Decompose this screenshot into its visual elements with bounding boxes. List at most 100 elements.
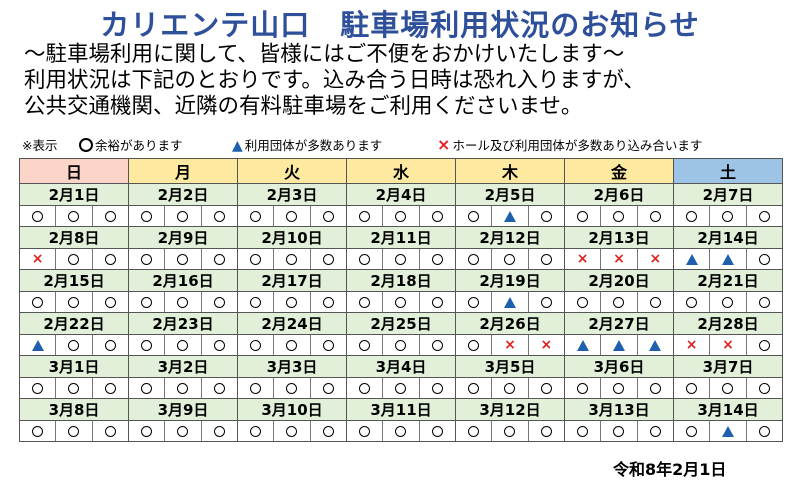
date-cell: 2月1日 [19, 183, 129, 206]
status-cell [455, 205, 565, 227]
circle-icon [431, 296, 443, 308]
date-cell: 3月3日 [237, 355, 347, 378]
available-slot [491, 378, 527, 398]
available-slot [709, 378, 745, 398]
available-slot [91, 292, 128, 312]
circle-icon [431, 253, 443, 265]
triangle-icon [503, 296, 516, 308]
circle-icon [250, 382, 262, 394]
date-cell: 2月14日 [673, 226, 783, 249]
available-slot [273, 421, 309, 441]
status-cell [455, 420, 565, 442]
available-slot [200, 292, 237, 312]
date-cell: 2月23日 [128, 312, 238, 335]
available-slot [418, 421, 455, 441]
circle-icon [649, 425, 661, 437]
weekday-header: 月 [128, 158, 238, 184]
status-cell [128, 205, 238, 227]
status-cell [19, 334, 129, 356]
available-slot [527, 292, 564, 312]
legend-prefix: ※表示 [22, 138, 58, 153]
available-slot [273, 249, 309, 269]
circle-icon [286, 382, 298, 394]
circle-icon [359, 296, 371, 308]
date-row: 2月1日 2月2日 2月3日 2月4日 2月5日 2月6日 2月7日 [19, 183, 783, 206]
triangle-icon [721, 425, 734, 437]
circle-icon [177, 382, 189, 394]
status-cell [128, 420, 238, 442]
date-cell: 3月7日 [673, 355, 783, 378]
status-cell [19, 377, 129, 399]
available-slot [347, 335, 382, 355]
circle-icon [577, 296, 589, 308]
available-slot [456, 421, 491, 441]
circle-icon [613, 296, 625, 308]
available-slot [418, 335, 455, 355]
circle-icon [758, 296, 770, 308]
available-slot [55, 292, 91, 312]
busy-slot [709, 421, 745, 441]
status-cell [673, 377, 783, 399]
date-row: 2月15日 2月16日 2月17日 2月18日 2月19日 2月20日 2月21日 [19, 269, 783, 292]
circle-icon [504, 382, 516, 394]
crowded-slot: × [636, 249, 673, 269]
legend-busy: ▲ 利用団体が多数あります [232, 135, 382, 154]
status-row: × × × × [19, 334, 783, 356]
circle-icon [722, 296, 734, 308]
available-slot [309, 335, 346, 355]
page-title: カリエンテ山口 駐車場利用状況のお知らせ [100, 8, 700, 42]
available-slot [636, 292, 673, 312]
circle-icon [431, 210, 443, 222]
circle-icon [141, 296, 153, 308]
date-cell: 2月18日 [346, 269, 456, 292]
circle-icon [468, 425, 480, 437]
available-slot [674, 378, 709, 398]
available-slot [636, 421, 673, 441]
circle-icon [613, 210, 625, 222]
status-cell: × [19, 248, 129, 270]
available-slot [164, 206, 200, 226]
date-cell: 2月5日 [455, 183, 565, 206]
status-cell [673, 205, 783, 227]
date-cell: 2月28日 [673, 312, 783, 335]
circle-icon [68, 296, 80, 308]
date-cell: 3月10日 [237, 398, 347, 421]
circle-icon [250, 210, 262, 222]
status-cell [564, 334, 674, 356]
circle-icon [577, 382, 589, 394]
available-slot [382, 335, 418, 355]
status-cell [128, 291, 238, 313]
available-slot [456, 249, 491, 269]
weekday-header: 金 [564, 158, 674, 184]
circle-icon [322, 382, 334, 394]
available-slot [600, 292, 636, 312]
available-slot [600, 421, 636, 441]
busy-slot [709, 249, 745, 269]
circle-icon [250, 253, 262, 265]
date-cell: 2月22日 [19, 312, 129, 335]
date-cell: 2月27日 [564, 312, 674, 335]
circle-icon [68, 253, 80, 265]
circle-icon [177, 210, 189, 222]
circle-icon [141, 425, 153, 437]
available-slot [164, 378, 200, 398]
circle-icon [395, 382, 407, 394]
crowded-slot: × [20, 249, 55, 269]
available-slot [238, 378, 273, 398]
available-slot [273, 292, 309, 312]
available-slot [565, 421, 600, 441]
available-slot [600, 206, 636, 226]
circle-icon [504, 425, 516, 437]
available-slot [200, 421, 237, 441]
status-cell [455, 291, 565, 313]
available-slot [200, 206, 237, 226]
date-cell: 3月9日 [128, 398, 238, 421]
available-slot [238, 335, 273, 355]
legend-available: 余裕があります [79, 135, 183, 154]
crowded-slot: × [600, 249, 636, 269]
available-slot [129, 378, 164, 398]
cross-icon: × [504, 337, 516, 353]
available-slot [418, 292, 455, 312]
available-slot [309, 378, 346, 398]
date-cell: 2月21日 [673, 269, 783, 292]
